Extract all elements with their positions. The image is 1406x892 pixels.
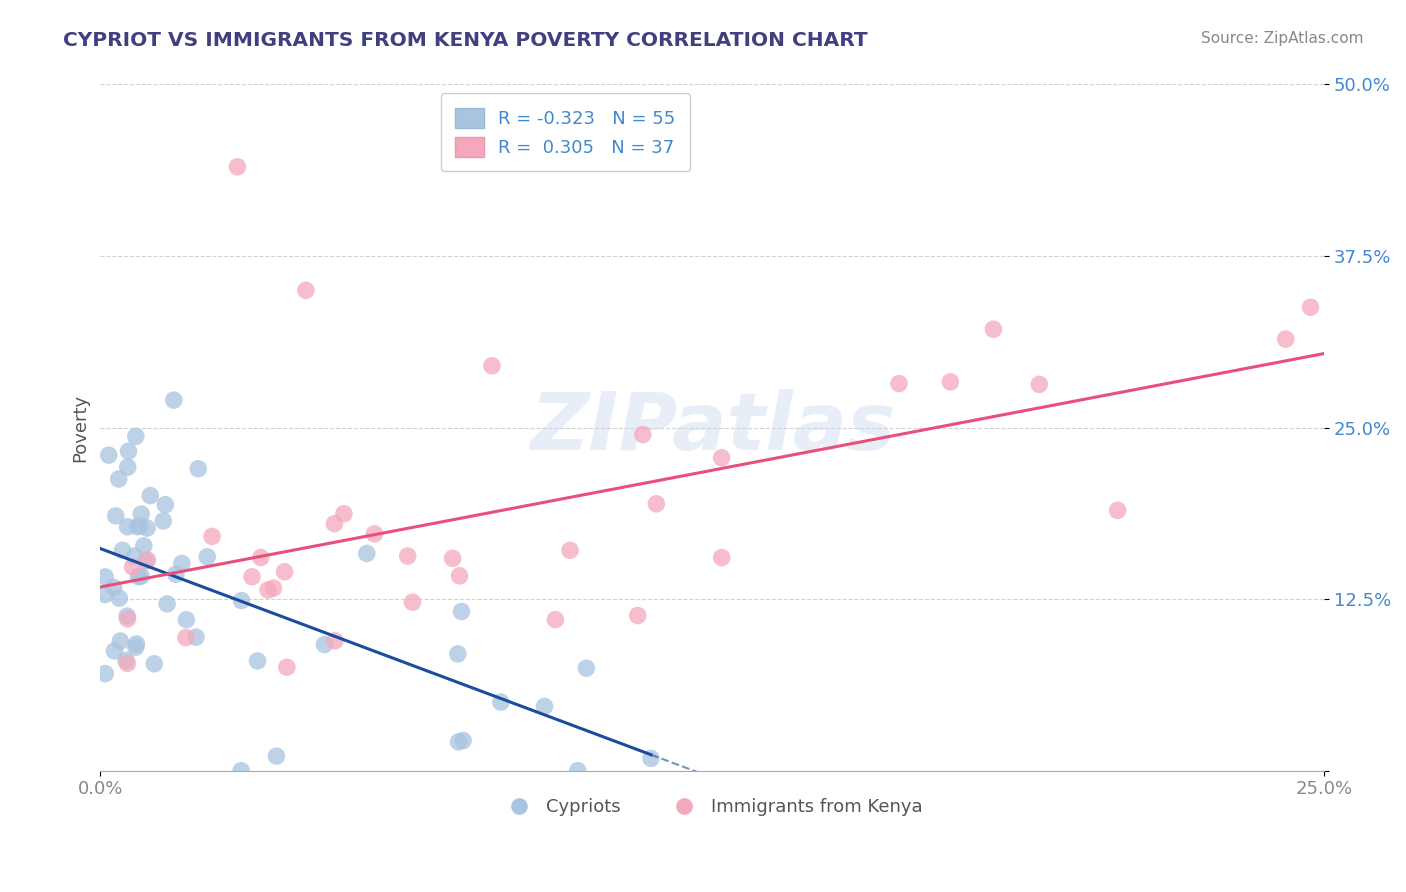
Point bbox=[263, 581, 285, 595]
Point bbox=[983, 322, 1005, 336]
Point bbox=[143, 657, 166, 671]
Point bbox=[103, 644, 125, 658]
Point bbox=[333, 507, 356, 521]
Point bbox=[276, 660, 298, 674]
Point bbox=[122, 549, 145, 563]
Point bbox=[226, 160, 249, 174]
Point bbox=[1028, 377, 1050, 392]
Point bbox=[195, 549, 218, 564]
Point bbox=[558, 543, 581, 558]
Point bbox=[627, 608, 650, 623]
Point bbox=[184, 630, 207, 644]
Point bbox=[323, 633, 346, 648]
Point bbox=[94, 666, 117, 681]
Point bbox=[396, 549, 419, 563]
Point bbox=[135, 554, 157, 568]
Point bbox=[139, 489, 162, 503]
Point bbox=[567, 764, 589, 778]
Point bbox=[117, 612, 139, 626]
Point bbox=[481, 359, 503, 373]
Point bbox=[447, 647, 470, 661]
Point bbox=[125, 640, 148, 655]
Point bbox=[170, 557, 193, 571]
Legend: Cypriots, Immigrants from Kenya: Cypriots, Immigrants from Kenya bbox=[494, 791, 931, 823]
Point bbox=[129, 569, 152, 583]
Point bbox=[266, 749, 288, 764]
Point bbox=[129, 518, 152, 533]
Point bbox=[1107, 503, 1129, 517]
Point bbox=[103, 581, 125, 595]
Point bbox=[441, 551, 464, 566]
Point bbox=[939, 375, 962, 389]
Point bbox=[163, 393, 186, 408]
Point bbox=[127, 570, 149, 584]
Point bbox=[356, 546, 378, 560]
Point bbox=[710, 550, 733, 565]
Text: Source: ZipAtlas.com: Source: ZipAtlas.com bbox=[1201, 31, 1364, 46]
Y-axis label: Poverty: Poverty bbox=[72, 393, 89, 462]
Point bbox=[165, 567, 187, 582]
Point bbox=[174, 631, 197, 645]
Point bbox=[117, 460, 139, 475]
Point bbox=[1299, 300, 1322, 314]
Point bbox=[127, 519, 149, 533]
Point bbox=[295, 283, 318, 297]
Point bbox=[575, 661, 598, 675]
Point bbox=[631, 427, 654, 442]
Point bbox=[257, 582, 280, 597]
Point bbox=[108, 591, 131, 606]
Point bbox=[156, 597, 179, 611]
Point bbox=[117, 520, 139, 534]
Point bbox=[111, 543, 134, 558]
Point bbox=[246, 654, 269, 668]
Point bbox=[176, 613, 198, 627]
Point bbox=[110, 634, 132, 648]
Point bbox=[129, 507, 152, 521]
Point bbox=[125, 637, 148, 651]
Point bbox=[240, 570, 263, 584]
Point bbox=[544, 613, 567, 627]
Point bbox=[450, 605, 472, 619]
Point bbox=[1274, 332, 1296, 346]
Point bbox=[201, 529, 224, 543]
Point bbox=[94, 570, 117, 584]
Point bbox=[249, 550, 271, 565]
Point bbox=[231, 593, 253, 607]
Point bbox=[187, 461, 209, 475]
Point bbox=[645, 497, 668, 511]
Point bbox=[451, 733, 474, 747]
Point bbox=[489, 695, 512, 709]
Point bbox=[94, 587, 117, 601]
Point bbox=[152, 514, 174, 528]
Point bbox=[107, 472, 129, 486]
Point bbox=[710, 450, 733, 465]
Point bbox=[273, 565, 295, 579]
Point bbox=[449, 569, 471, 583]
Point bbox=[125, 429, 148, 443]
Point bbox=[132, 539, 155, 553]
Point bbox=[115, 609, 138, 624]
Point bbox=[97, 448, 120, 462]
Point bbox=[136, 553, 159, 567]
Point bbox=[104, 508, 127, 523]
Point bbox=[121, 560, 143, 574]
Point bbox=[115, 653, 138, 667]
Point bbox=[533, 699, 555, 714]
Point bbox=[401, 595, 423, 609]
Point bbox=[231, 764, 253, 778]
Point bbox=[887, 376, 910, 391]
Point bbox=[323, 516, 346, 531]
Point bbox=[363, 526, 385, 541]
Text: ZIPatlas: ZIPatlas bbox=[530, 389, 894, 467]
Point bbox=[314, 638, 336, 652]
Point bbox=[640, 751, 662, 765]
Point bbox=[447, 735, 470, 749]
Point bbox=[136, 521, 159, 535]
Text: CYPRIOT VS IMMIGRANTS FROM KENYA POVERTY CORRELATION CHART: CYPRIOT VS IMMIGRANTS FROM KENYA POVERTY… bbox=[63, 31, 868, 50]
Point bbox=[155, 498, 177, 512]
Point bbox=[117, 657, 139, 671]
Point bbox=[117, 444, 139, 458]
